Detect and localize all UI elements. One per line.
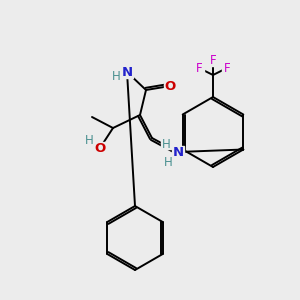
Bar <box>84 135 94 145</box>
Bar <box>163 157 173 167</box>
Bar <box>161 139 171 149</box>
Text: F: F <box>196 61 202 74</box>
Text: H: H <box>162 137 170 151</box>
Bar <box>121 66 133 78</box>
Text: H: H <box>85 134 93 146</box>
Bar <box>164 80 176 92</box>
Bar <box>194 63 204 73</box>
Text: O: O <box>164 80 175 92</box>
Text: F: F <box>210 55 216 68</box>
Bar <box>222 63 232 73</box>
Text: O: O <box>94 142 106 154</box>
Text: H: H <box>164 155 172 169</box>
Bar <box>94 142 106 154</box>
Text: N: N <box>172 146 184 158</box>
Bar <box>172 146 184 158</box>
Bar <box>208 56 218 66</box>
Text: F: F <box>224 61 230 74</box>
Text: H: H <box>112 70 120 83</box>
Text: N: N <box>122 65 133 79</box>
Bar <box>111 72 121 82</box>
